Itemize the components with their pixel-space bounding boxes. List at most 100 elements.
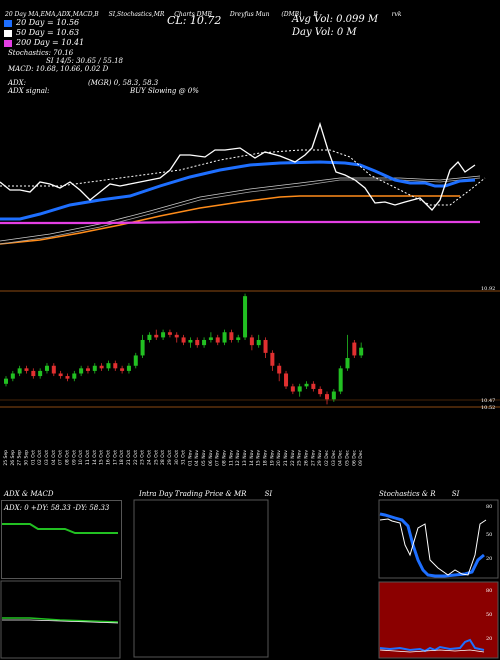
macd-line-white (2, 619, 119, 624)
x-tick-label: 31 Oct (181, 450, 187, 465)
stoch-tick-80: 80 (486, 504, 493, 510)
candle-body (256, 339, 261, 346)
x-tick-label: 03 Oct (44, 450, 50, 465)
header-item-1: 20 Day MA,EMA,ADX,MACD,B (5, 11, 99, 18)
x-tick-label: 09 Dec (358, 449, 364, 465)
si-value: SI 14/5: 30.65 / 55.18 (46, 57, 123, 65)
x-tick-label: 05 Dec (345, 449, 351, 465)
candle-body (167, 332, 172, 335)
x-tick-label: 30 Oct (174, 450, 180, 465)
legend-200-swatch (4, 39, 12, 47)
candle-body (290, 386, 295, 392)
header-item-6: B (313, 11, 318, 18)
x-tick-label: 27 Nov (310, 450, 316, 466)
candle-body (161, 332, 166, 338)
x-tick-label: 14 Oct (92, 450, 98, 465)
x-tick-label: 21 Oct (126, 450, 132, 465)
candle-body (215, 337, 220, 343)
candle-body (352, 342, 357, 356)
x-tick-label: 03 Dec (331, 449, 337, 465)
adx-signal-label: ADX signal: (8, 87, 50, 95)
candle-body (92, 365, 97, 371)
x-tick-label: 04 Oct (51, 450, 57, 465)
candle-body (58, 373, 63, 377)
candle-body (229, 332, 234, 340)
candle-body (195, 339, 200, 346)
intra-title-suffix: SI (264, 490, 273, 498)
candle-body (284, 373, 289, 387)
si-white-line (379, 649, 485, 653)
x-tick-label: 25 Oct (153, 450, 159, 465)
legend-50-label: 50 Day = 10.63 (16, 28, 80, 37)
candle-body (222, 332, 227, 343)
sma-50-line (0, 121, 476, 211)
candle-body (304, 383, 309, 387)
candle-body (249, 337, 254, 346)
ema-20-line (0, 160, 476, 221)
avg-volume: Avg Vol: 0.099 M (292, 14, 379, 25)
stoch-panel (378, 499, 499, 579)
x-tick-label: 05 Nov (201, 450, 207, 466)
x-tick-label: 26 Sep (10, 450, 16, 466)
legend-20-swatch (4, 19, 12, 27)
adx-panel (1, 500, 122, 579)
candle-body (44, 365, 49, 371)
intra-title-text: Intra Day Trading Price & MR (139, 490, 247, 498)
candle-body (154, 334, 159, 338)
candle-body (38, 370, 43, 377)
candle-body (263, 339, 268, 353)
stoch-tick-50: 50 (486, 532, 493, 538)
price-label-bottom-2: 10.52 (481, 405, 496, 411)
candle-body (120, 368, 125, 371)
adx-label: ADX: (8, 79, 27, 87)
x-tick-label: 23 Oct (140, 450, 146, 465)
buy-signal: BUY Slowing @ 0% (130, 87, 199, 95)
intra-title: Intra Day Trading Price & MR SI (139, 490, 272, 498)
macd-value: MACD: 10.68, 10.66, 0.02 D (8, 65, 109, 73)
candle-body (181, 337, 186, 343)
stoch-white-line (379, 518, 487, 576)
candle-body (277, 365, 282, 374)
x-tick-label: 25 Nov (297, 450, 303, 466)
candle-body (133, 355, 138, 366)
candle-body (24, 368, 29, 371)
candle-body (236, 337, 241, 340)
candle-body (31, 370, 36, 377)
stoch-tick-20: 20 (486, 556, 493, 562)
adx-macd-title: ADX & MACD (4, 490, 54, 498)
x-tick-label: 26 Nov (304, 450, 310, 466)
macd-line-green (2, 617, 119, 623)
x-tick-label: 29 Oct (167, 450, 173, 465)
stoch-blue-line (379, 512, 485, 578)
candle-body (17, 368, 22, 374)
ema-200-line (0, 220, 480, 225)
candle-body (359, 347, 364, 356)
header-item-7: rvk (391, 11, 402, 18)
candle-body (79, 368, 84, 374)
x-tick-label: 25 Sep (3, 450, 9, 466)
macd-panel (0, 580, 121, 659)
candle-body (106, 363, 111, 369)
gray-ma-line-2 (0, 175, 481, 242)
candle-body (202, 339, 207, 346)
adx-values: ADX: 0 +DY: 58.33 -DY: 58.33 (4, 504, 110, 512)
stoch-title: Stochastics & R SI (379, 490, 459, 498)
candle-body (10, 373, 15, 379)
header-item-4: Dreyfus Mun (229, 11, 270, 18)
candle-body (65, 376, 70, 379)
price-chart: 25 Sep 26 Sep 27 Sep 30 Sep 01 Oct 02 Oct 03 O… (0, 121, 500, 466)
header-items: 20 Day MA,EMA,ADX,MACD,B SI,Stochastics,… (5, 11, 402, 18)
candle-body (85, 368, 90, 371)
x-tick-label: 14 Nov (249, 450, 255, 466)
x-tick-label: 02 Oct (37, 450, 43, 465)
si-tick-50: 50 (486, 612, 493, 618)
x-tick-label: 06 Dec (351, 449, 357, 465)
candle-body (297, 386, 302, 392)
day-volume: Day Vol: 0 M (292, 27, 357, 38)
legend-20-label: 20 Day = 10.56 (16, 18, 80, 27)
x-tick-label: 02 Dec (324, 449, 330, 465)
candle-body (99, 365, 104, 369)
x-tick-label: 10 Oct (78, 450, 84, 465)
legend-200-label: 200 Day = 10.41 (16, 38, 85, 47)
x-tick-label: 01 Oct (30, 450, 36, 465)
